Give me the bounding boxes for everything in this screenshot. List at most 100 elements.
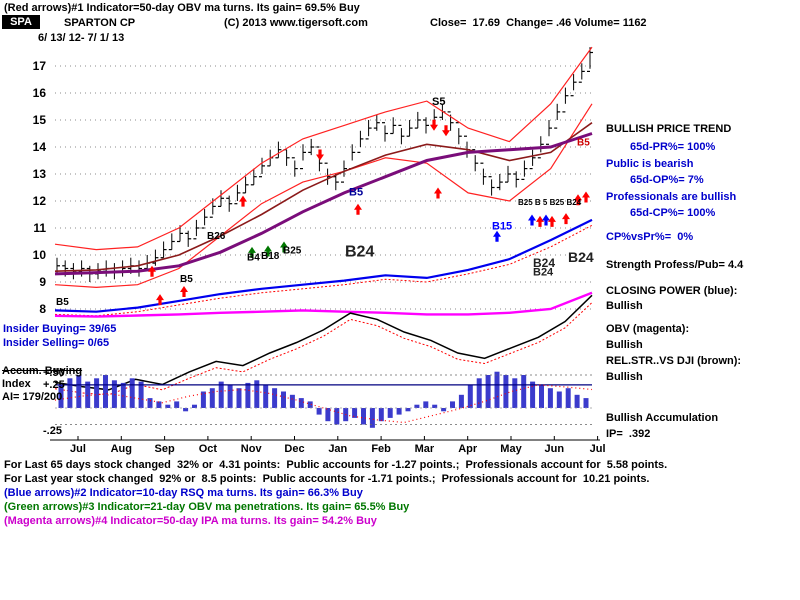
up-arrow-icon	[156, 294, 164, 306]
signal-label: B24	[533, 256, 555, 270]
up-arrow-icon	[264, 245, 272, 257]
y-axis-label: 13	[33, 167, 47, 181]
down-arrow-icon	[430, 119, 438, 131]
up-arrow-icon	[562, 213, 570, 225]
up-arrow-icon	[148, 265, 156, 277]
ticker-badge: SPA	[2, 15, 40, 29]
accum-histogram	[54, 371, 593, 428]
month-label: Jun	[545, 443, 565, 455]
price-gridlines: 17 16 15 14 13 12 11 10 9 8	[33, 59, 592, 316]
signal-label: B24	[533, 266, 554, 278]
up-arrow-icon	[548, 215, 556, 227]
obv-header: OBV (magenta):	[606, 323, 690, 335]
month-label: Nov	[241, 443, 263, 455]
scale-plus25: +.25	[43, 379, 65, 391]
closing-power-status: Bullish	[606, 300, 643, 312]
up-arrow-icon	[528, 214, 536, 226]
y-axis-label: 8	[39, 302, 46, 316]
month-label: Feb	[371, 443, 391, 455]
up-arrow-icon	[180, 286, 188, 298]
indicator1-caption: (Red arrows)#1 Indicator=50-day OBV ma t…	[4, 2, 360, 14]
copyright: (C) 2013 www.tigersoft.com	[224, 17, 368, 29]
insider-selling: Insider Selling= 0/65	[3, 337, 110, 349]
cpvspr-line: CP%vsPr%= 0%	[606, 231, 694, 243]
month-label: Apr	[458, 443, 478, 455]
op-line: 65d-OP%= 7%	[630, 174, 704, 186]
up-arrow-icon	[493, 230, 501, 242]
signal-label: B5	[577, 138, 590, 149]
date-range: 6/ 13/ 12- 7/ 1/ 13	[38, 32, 125, 44]
index-label: Index	[2, 378, 31, 390]
professionals-line: Professionals are bullish	[606, 191, 737, 203]
obv-status: Bullish	[606, 339, 643, 351]
signal-arrows	[148, 119, 590, 306]
down-arrow-icon	[442, 125, 450, 137]
pr-line: 65d-PR%= 100%	[630, 141, 716, 153]
closing-power-header: CLOSING POWER (blue):	[606, 285, 738, 297]
relstr-status: Bullish	[606, 371, 643, 383]
stock-name: SPARTON CP	[64, 17, 136, 29]
ip-line: IP= .392	[606, 428, 651, 440]
month-label: Aug	[111, 443, 132, 455]
month-label: Sep	[155, 443, 175, 455]
month-label: Dec	[284, 443, 304, 455]
month-label: Oct	[199, 443, 218, 455]
up-arrow-icon	[574, 194, 582, 206]
month-label: Mar	[415, 443, 435, 455]
signal-label: B5	[180, 274, 193, 285]
up-arrow-icon	[354, 203, 362, 215]
signal-label: S5	[432, 96, 445, 108]
accum-buying-label: Accum. Buying	[2, 365, 83, 377]
signal-label: B18	[261, 251, 280, 262]
strength-line: Strength Profess/Pub= 4.4	[606, 259, 744, 271]
month-label: Jan	[328, 443, 347, 455]
up-arrow-icon	[542, 214, 550, 226]
ai-line: AI= 179/200	[2, 391, 63, 403]
scale-plus50: +.50	[43, 367, 65, 379]
y-axis-label: 16	[33, 86, 47, 100]
footer-line2: For Last year stock changed 92% or 8.5 p…	[4, 473, 650, 485]
signal-label: B24	[345, 243, 374, 260]
accum-header: Bullish Accumulation	[606, 412, 719, 424]
up-arrow-icon	[239, 195, 247, 207]
y-axis-label: 15	[33, 113, 47, 127]
y-axis-label: 12	[33, 194, 47, 208]
insider-buying: Insider Buying= 39/65	[3, 323, 117, 335]
signal-label: B25 B 5 B25 B24	[518, 198, 582, 207]
indicator2-caption: (Blue arrows)#2 Indicator=10-day RSQ ma …	[4, 487, 363, 499]
up-arrow-icon	[248, 246, 256, 258]
y-axis-label: 11	[33, 221, 46, 235]
signal-label: B25	[283, 246, 302, 257]
footer-line1: For Last 65 days stock changed 32% or 4.…	[4, 459, 668, 471]
up-arrow-icon	[582, 191, 590, 203]
y-axis-label: 14	[33, 140, 47, 154]
indicator-lines	[54, 46, 593, 396]
y-axis-label: 17	[33, 59, 47, 73]
quote-line: Close= 17.69 Change= .46 Volume= 1162	[430, 17, 647, 29]
cp-line: 65d-CP%= 100%	[630, 207, 716, 219]
signal-label: B5	[56, 297, 69, 308]
y-axis-label: 9	[39, 275, 46, 289]
signal-label: B15	[492, 220, 512, 232]
x-axis: Jul Aug Sep Oct Nov Dec Jan Feb Mar Apr May Jun Jul	[50, 436, 606, 455]
signal-label: B5	[349, 187, 363, 199]
up-arrow-icon	[280, 241, 288, 253]
up-arrow-icon	[536, 215, 544, 227]
signal-label: B26	[207, 231, 226, 242]
month-label: May	[500, 443, 522, 455]
scale-minus25: -.25	[43, 425, 62, 437]
indicator3-caption: (Green arrows)#3 Indicator=21-day OBV ma…	[4, 501, 410, 513]
indicator4-caption: (Magenta arrows)#4 Indicator=50-day IPA …	[4, 515, 377, 527]
relstr-header: REL.STR..VS DJI (brown):	[606, 355, 742, 367]
month-label: Jul	[70, 443, 86, 455]
signal-label: B4	[247, 252, 260, 263]
signal-label: B24	[568, 249, 594, 265]
trend-header: BULLISH PRICE TREND	[606, 123, 732, 135]
month-label: Jul	[590, 443, 606, 455]
public-line: Public is bearish	[606, 158, 694, 170]
down-arrow-icon	[316, 149, 324, 161]
up-arrow-icon	[434, 187, 442, 199]
